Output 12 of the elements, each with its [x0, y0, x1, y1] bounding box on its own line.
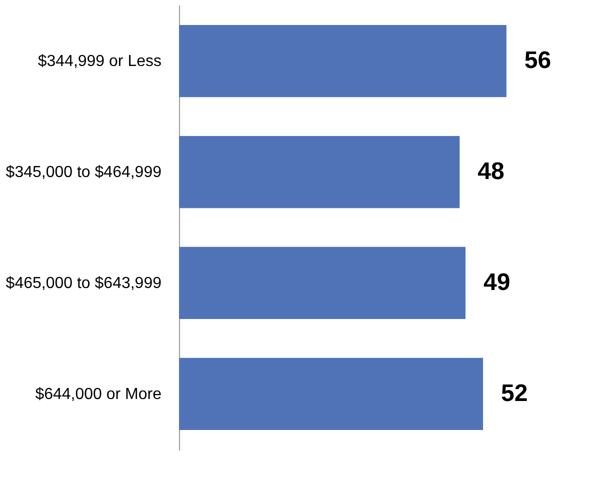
data-label: 49: [484, 268, 510, 296]
data-label: 52: [501, 380, 528, 407]
y-tick-label: $344,999 or Less: [38, 53, 162, 70]
y-tick-label: $345,000 to $464,999: [6, 164, 162, 182]
y-tick-label: $644,000 or More: [35, 386, 162, 403]
data-label: 56: [524, 47, 552, 74]
bar: [179, 136, 460, 208]
bar: [179, 246, 466, 320]
y-tick-label: $465,000 to $643,999: [6, 274, 162, 292]
data-label: 48: [478, 158, 504, 186]
bar: [179, 358, 484, 430]
bar: [179, 24, 506, 98]
